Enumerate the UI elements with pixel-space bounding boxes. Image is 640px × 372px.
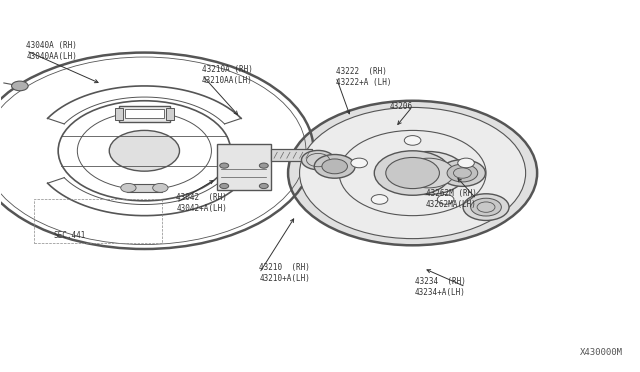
Text: 43210A (RH)
43210AA(LH): 43210A (RH) 43210AA(LH) (202, 65, 253, 85)
Circle shape (374, 151, 451, 195)
Circle shape (109, 131, 179, 171)
Text: SEC.441: SEC.441 (54, 231, 86, 240)
Circle shape (386, 157, 440, 189)
Circle shape (403, 158, 454, 188)
Circle shape (259, 163, 268, 168)
Text: 43262M (RH)
43262MA(LH): 43262M (RH) 43262MA(LH) (426, 189, 476, 209)
Circle shape (447, 164, 477, 182)
Circle shape (288, 101, 537, 245)
Text: X430000M: X430000M (580, 348, 623, 357)
Bar (166, 108, 173, 120)
Bar (125, 109, 164, 118)
Circle shape (300, 108, 525, 238)
Circle shape (440, 160, 485, 186)
Circle shape (458, 158, 474, 168)
Circle shape (437, 195, 454, 204)
Text: 43042  (RH)
43042+A(LH): 43042 (RH) 43042+A(LH) (176, 193, 227, 213)
Bar (127, 184, 162, 192)
Bar (115, 108, 123, 120)
Circle shape (314, 154, 355, 178)
Circle shape (153, 183, 168, 192)
Circle shape (404, 136, 421, 145)
Circle shape (220, 163, 228, 168)
Text: 43222  (RH)
43222+A (LH): 43222 (RH) 43222+A (LH) (336, 67, 392, 87)
Circle shape (220, 183, 228, 189)
Circle shape (351, 158, 367, 168)
Circle shape (301, 150, 335, 170)
Text: 43206: 43206 (390, 102, 413, 111)
Bar (271, 149, 312, 161)
Bar (34, 199, 162, 243)
Circle shape (12, 81, 28, 91)
Text: 43210  (RH)
43210+A(LH): 43210 (RH) 43210+A(LH) (259, 263, 310, 283)
Text: 43040A (RH)
43040AA(LH): 43040A (RH) 43040AA(LH) (26, 41, 77, 61)
Circle shape (463, 194, 509, 221)
Text: 43234  (RH)
43234+A(LH): 43234 (RH) 43234+A(LH) (415, 277, 466, 297)
Bar (216, 144, 271, 190)
Circle shape (470, 198, 501, 216)
Circle shape (392, 151, 466, 195)
Circle shape (322, 159, 348, 174)
Circle shape (259, 183, 268, 189)
Circle shape (371, 195, 388, 204)
Circle shape (121, 183, 136, 192)
Bar (119, 106, 170, 122)
